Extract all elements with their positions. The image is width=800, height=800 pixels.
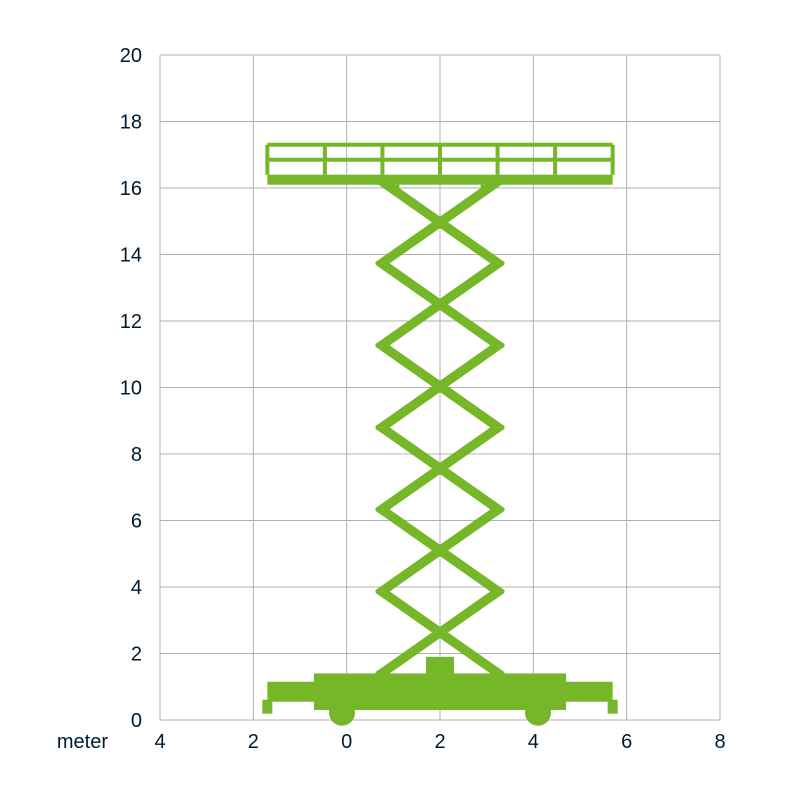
outrigger-right xyxy=(566,682,613,702)
y-tick-label: 2 xyxy=(131,644,142,666)
x-tick-label: 4 xyxy=(154,731,165,753)
y-tick-label: 16 xyxy=(120,178,142,200)
platform-deck xyxy=(267,175,612,185)
unit-label: meter xyxy=(57,731,108,753)
y-tick-label: 20 xyxy=(120,45,142,67)
y-tick-label: 4 xyxy=(131,577,142,599)
wheel xyxy=(525,700,551,726)
outrigger-foot xyxy=(262,700,272,714)
outrigger-left xyxy=(267,682,314,702)
x-tick-label: 2 xyxy=(248,731,259,753)
y-tick-label: 6 xyxy=(131,511,142,533)
deck-support xyxy=(481,185,493,191)
wheel xyxy=(329,700,355,726)
x-tick-label: 4 xyxy=(528,731,539,753)
x-tick-label: 8 xyxy=(714,731,725,753)
x-tick-label: 6 xyxy=(621,731,632,753)
y-tick-label: 8 xyxy=(131,444,142,466)
x-tick-label: 0 xyxy=(341,731,352,753)
outrigger-foot xyxy=(608,700,618,714)
lift-cab xyxy=(426,657,454,674)
y-tick-label: 12 xyxy=(120,311,142,333)
x-tick-label: 2 xyxy=(434,731,445,753)
deck-support xyxy=(387,185,399,191)
scissor-lift-diagram: 024681012141618204202468meter xyxy=(0,0,800,800)
y-tick-label: 14 xyxy=(120,245,142,267)
y-tick-label: 10 xyxy=(120,378,142,400)
y-tick-label: 0 xyxy=(131,710,142,732)
y-tick-label: 18 xyxy=(120,112,142,134)
